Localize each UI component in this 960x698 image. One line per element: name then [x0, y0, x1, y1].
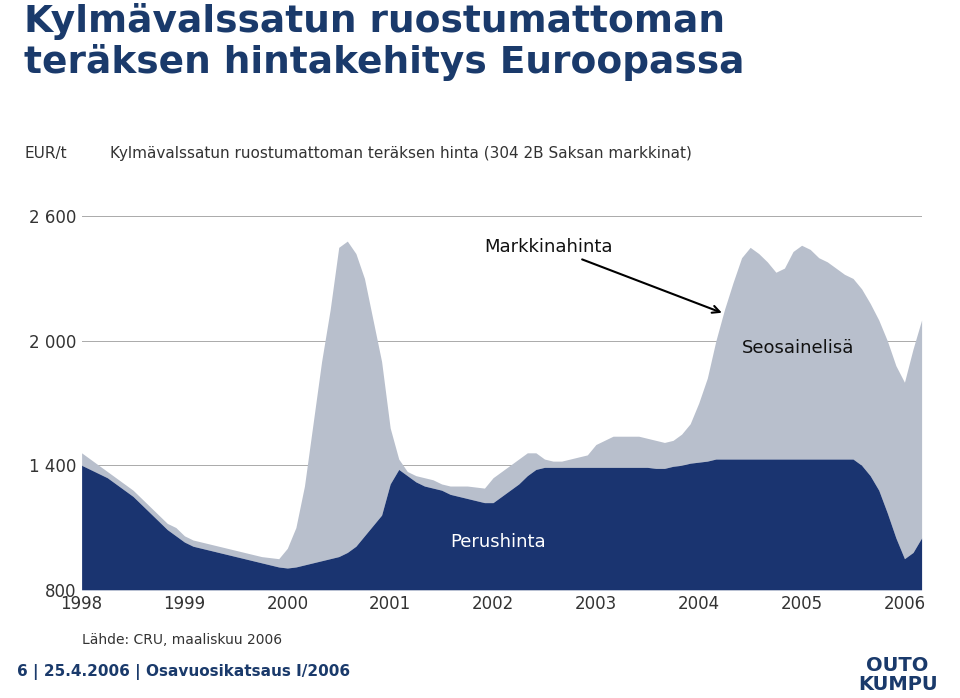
- Text: OUTO: OUTO: [867, 656, 928, 675]
- Text: EUR/t: EUR/t: [24, 147, 66, 161]
- Text: Perushinta: Perushinta: [450, 533, 546, 551]
- Text: Kylmävalssatun ruostumattoman teräksen hinta (304 2B Saksan markkinat): Kylmävalssatun ruostumattoman teräksen h…: [110, 147, 692, 161]
- Text: Seosainelisä: Seosainelisä: [741, 339, 854, 357]
- Text: KUMPU: KUMPU: [858, 676, 937, 695]
- Text: Lähde: CRU, maaliskuu 2006: Lähde: CRU, maaliskuu 2006: [82, 633, 281, 647]
- Text: Markkinahinta: Markkinahinta: [485, 237, 720, 313]
- Text: Kylmävalssatun ruostumattoman
teräksen hintakehitys Euroopassa: Kylmävalssatun ruostumattoman teräksen h…: [24, 3, 745, 81]
- Text: 6 | 25.4.2006 | Osavuosikatsaus I/2006: 6 | 25.4.2006 | Osavuosikatsaus I/2006: [17, 664, 350, 680]
